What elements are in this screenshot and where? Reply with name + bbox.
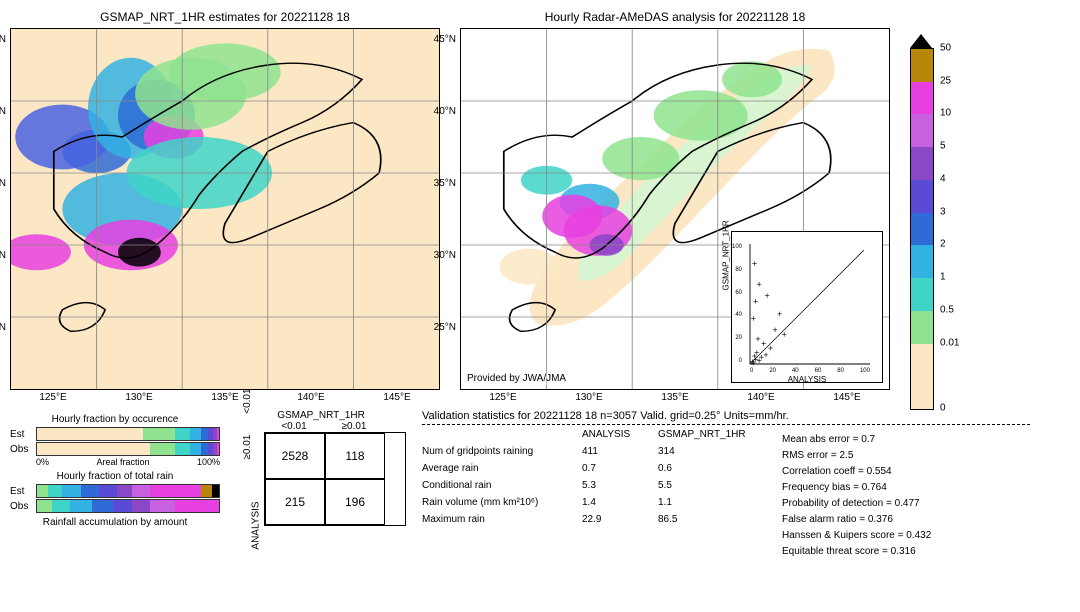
totalrain-title: Hourly fraction of total rain [10, 471, 220, 482]
right-x-axis: 125°E130°E135°E140°E145°E [460, 392, 890, 403]
cm-cell: 118 [325, 433, 385, 479]
validation-table: ANALYSISGSMAP_NRT_1HRNum of gridpoints r… [422, 429, 758, 525]
occurrence-axis: 0% Areal fraction 100% [10, 457, 220, 467]
validation-panel: Validation statistics for 20221128 18 n=… [422, 410, 1030, 600]
cm-cell: 196 [325, 479, 385, 525]
colorbar-box [910, 48, 934, 410]
validation-scores: Mean abs error = 0.7RMS error = 2.5Corre… [782, 429, 931, 562]
left-map-panel: GSMAP_NRT_1HR estimates for 20221128 18 … [10, 10, 440, 410]
right-map: Provided by JWA/JMA ANALYSIS GSMAP_NRT_1… [460, 28, 890, 390]
left-map [10, 28, 440, 390]
occurrence-bars: EstObs [10, 427, 220, 456]
totalrain-bars: EstObs [10, 484, 220, 513]
scatter-xlabel: ANALYSIS [732, 375, 882, 384]
totalrain-footer: Rainfall accumulation by amount [10, 517, 220, 528]
colorbar-topcap [910, 34, 932, 48]
cm-col-headers: <0.01 ≥0.01 [264, 421, 406, 432]
fraction-bars: Hourly fraction by occurence EstObs 0% A… [10, 410, 220, 600]
scatter-plot [732, 232, 882, 382]
figure-grid: GSMAP_NRT_1HR estimates for 20221128 18 … [10, 10, 1070, 600]
cm-row-label: ANALYSIS [251, 501, 262, 549]
cm-title: GSMAP_NRT_1HR [236, 410, 406, 421]
scatter-yticks: 020406080100 [732, 244, 742, 364]
scatter-ylabel: GSMAP_NRT_1HR [722, 220, 731, 290]
colorbar: 502510543210.50.010 [910, 10, 1030, 410]
provider-text: Provided by JWA/JMA [465, 372, 568, 385]
occurrence-title: Hourly fraction by occurence [10, 414, 220, 425]
right-map-title: Hourly Radar-AMeDAS analysis for 2022112… [460, 10, 890, 24]
scatter-xticks: 020406080100 [750, 368, 870, 374]
right-map-panel: Hourly Radar-AMeDAS analysis for 2022112… [460, 10, 890, 410]
cm-row-headers: ≥0.01 <0.01 [242, 378, 253, 470]
cm-grid: 2528 118 215 196 [264, 432, 406, 526]
left-map-title: GSMAP_NRT_1HR estimates for 20221128 18 [10, 10, 440, 24]
left-x-axis: 125°E130°E135°E140°E145°E [10, 392, 440, 403]
cm-cell: 215 [265, 479, 325, 525]
scatter-inset: ANALYSIS GSMAP_NRT_1HR 020406080100 0204… [731, 231, 883, 383]
cm-cell: 2528 [265, 433, 325, 479]
left-coastline [11, 29, 439, 389]
bottom-row: Hourly fraction by occurence EstObs 0% A… [10, 410, 1030, 600]
confusion-matrix: GSMAP_NRT_1HR <0.01 ≥0.01 2528 118 215 1… [236, 410, 406, 600]
validation-title: Validation statistics for 20221128 18 n=… [422, 410, 1030, 425]
